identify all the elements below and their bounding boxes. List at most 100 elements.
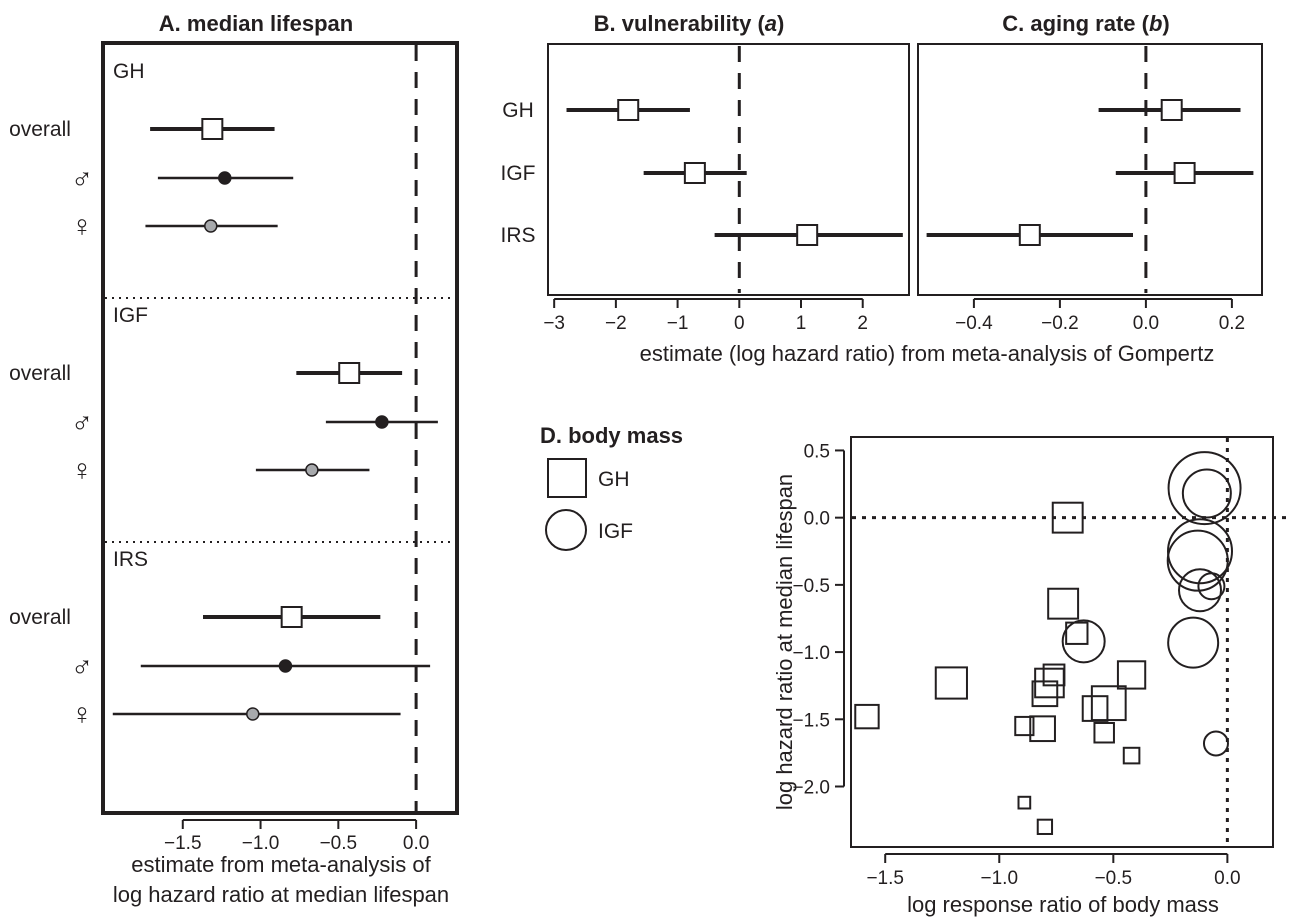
estimate-square (1018, 224, 1041, 246)
panel-a-x-axis-label-line2: log hazard ratio at median lifespan (113, 882, 449, 907)
panel-b-title: B. vulnerability (a) (594, 11, 785, 36)
gh-point-square (1116, 660, 1147, 690)
y-tick-label: −0.5 (792, 576, 830, 597)
gh-point-square (1065, 621, 1089, 645)
male-symbol: ♂ (71, 406, 94, 439)
panels-bc-x-axis-label: estimate (log hazard ratio) from meta-an… (640, 341, 1215, 366)
x-tick-label: 2 (857, 313, 868, 334)
estimate-square (1160, 99, 1183, 121)
x-tick-label: −1.5 (164, 833, 202, 854)
igf-point-circle (1167, 451, 1242, 526)
gh-point-square (1014, 715, 1035, 737)
x-tick-label: −1.0 (242, 833, 280, 854)
gh-point-square (1090, 685, 1127, 722)
gh-point-square (1031, 680, 1059, 708)
female-symbol: ♀ (71, 698, 94, 731)
gh-point-square (1093, 721, 1115, 744)
legend-square-icon (547, 458, 587, 498)
estimate-point (305, 463, 319, 477)
igf-point-circle (1167, 616, 1220, 669)
igf-point-circle (1202, 730, 1229, 757)
panel-a-title: A. median lifespan (159, 11, 353, 36)
x-tick-label: −0.2 (1041, 313, 1079, 334)
x-tick-label: 0.0 (403, 833, 429, 854)
x-tick-label: 0 (734, 313, 745, 334)
gh-point-square (1029, 715, 1056, 743)
estimate-square (201, 118, 224, 140)
panel-d-legend: GH IGF (545, 458, 633, 551)
row-label-igf: IGF (501, 162, 536, 185)
x-tick-label: 0.0 (1214, 868, 1240, 889)
x-tick-label: −1.5 (866, 868, 904, 889)
legend-igf-label: IGF (598, 520, 633, 543)
row-label-overall: overall (9, 118, 71, 141)
gh-point-square (854, 703, 880, 730)
x-tick-label: 0.2 (1219, 313, 1245, 334)
y-tick-label: 0.5 (804, 441, 830, 462)
gh-point-square (1051, 501, 1084, 534)
male-symbol: ♂ (71, 162, 94, 195)
gh-point-square (1122, 746, 1141, 765)
gh-point-square (1036, 818, 1054, 835)
panel-c-title: C. aging rate (b) (1002, 11, 1169, 36)
gh-point-square (1034, 667, 1065, 699)
legend-circle-icon (545, 509, 587, 551)
panel-a-x-axis-label-line1: estimate from meta-analysis of (131, 852, 431, 877)
x-tick-label: −3 (543, 313, 565, 334)
estimate-square (1173, 162, 1196, 184)
row-label-overall: overall (9, 362, 71, 385)
x-tick-label: 0.0 (1133, 313, 1159, 334)
panel-d-title: D. body mass (540, 423, 683, 448)
estimate-point (278, 659, 293, 673)
igf-point-circle (1197, 572, 1226, 601)
panel-b-vulnerability: B. vulnerability (a) GH IGF IRS −3 −2 −1 0 1 2 (500, 11, 910, 334)
panel-d-body-mass: D. body mass GH IGF −1.5 −1.0 −0.5 0.0 0.5 0.… (540, 423, 1289, 917)
gh-point-square (934, 666, 968, 700)
y-tick-label: −1.5 (792, 710, 830, 731)
y-tick-label: 0.0 (804, 509, 830, 530)
estimate-point (246, 707, 260, 721)
estimate-point (218, 171, 232, 185)
gh-point-square (1042, 663, 1066, 687)
female-symbol: ♀ (71, 454, 94, 487)
estimate-point (204, 219, 218, 233)
estimate-square (280, 606, 303, 628)
group-label-irs: IRS (113, 548, 148, 571)
x-tick-label: −0.5 (320, 833, 358, 854)
gh-point-square (1047, 587, 1080, 620)
igf-point-circle (1061, 619, 1106, 664)
x-tick-label: −2 (605, 313, 627, 334)
estimate-point (375, 415, 389, 429)
x-tick-label: −0.4 (955, 313, 993, 334)
igf-point-circle (1167, 518, 1234, 585)
group-label-igf: IGF (113, 304, 148, 327)
estimate-square (683, 162, 706, 184)
igf-point-circle (1181, 468, 1232, 519)
panel-c-frame (917, 43, 1263, 296)
x-tick-label: 1 (796, 313, 807, 334)
panel-a-frame (101, 41, 459, 815)
estimate-square (338, 362, 361, 384)
panel-d-x-axis-label: log response ratio of body mass (907, 892, 1219, 917)
gh-point-square (1017, 795, 1032, 810)
female-symbol: ♀ (71, 210, 94, 243)
x-tick-label: −1.0 (981, 868, 1019, 889)
legend-gh-label: GH (598, 468, 630, 491)
igf-point-circle (1178, 568, 1223, 613)
panel-c-aging-rate: C. aging rate (b) −0.4 −0.2 0.0 0.2 (917, 11, 1263, 334)
panel-d-y-axis-label: log hazard ratio at median lifespan (772, 474, 797, 810)
x-tick-label: −0.5 (1095, 868, 1133, 889)
panel-d-frame (850, 436, 1274, 848)
estimate-square (796, 224, 819, 246)
row-label-gh: GH (502, 99, 534, 122)
x-tick-label: −1 (667, 313, 689, 334)
igf-point-circle (1166, 529, 1229, 592)
y-tick-label: −1.0 (792, 643, 830, 664)
row-label-overall: overall (9, 606, 71, 629)
row-label-irs: IRS (500, 224, 535, 247)
male-symbol: ♂ (71, 650, 94, 683)
y-tick-label: −2.0 (792, 778, 830, 799)
panel-b-frame (547, 43, 910, 296)
